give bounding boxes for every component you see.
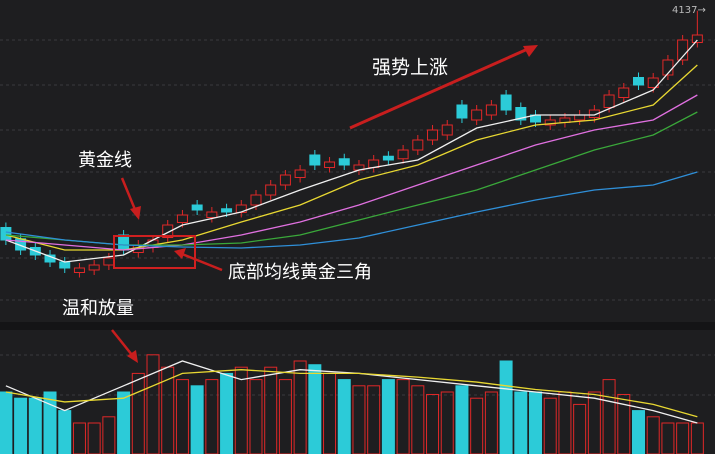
volume-bar <box>529 391 543 454</box>
volume-bar <box>587 391 601 454</box>
volume-bar <box>676 422 690 454</box>
candle-body <box>382 155 394 161</box>
annotation: 强势上涨 <box>372 57 448 79</box>
annotation: 温和放量 <box>62 298 134 319</box>
candle-body <box>618 87 630 98</box>
volume-bar <box>0 391 13 454</box>
volume-bar <box>205 379 219 454</box>
candle-body <box>221 208 233 213</box>
volume-bar <box>543 397 557 454</box>
candle-body <box>338 158 350 166</box>
volume-bar <box>631 410 645 454</box>
volume-bar <box>72 422 86 454</box>
volume-bar <box>264 366 278 454</box>
candle-body <box>412 139 424 151</box>
volume-bar <box>28 397 42 454</box>
annotation: 黄金线 <box>78 150 132 171</box>
volume-bar <box>249 379 263 454</box>
candle-body <box>456 104 468 119</box>
volume-bar <box>514 391 528 454</box>
candle-body <box>162 224 174 238</box>
annotation: 底部均线黄金三角 <box>228 262 372 283</box>
volume-bar <box>14 397 28 454</box>
candle-body <box>309 154 321 166</box>
candle-body <box>176 214 188 223</box>
volume-bar <box>440 391 454 454</box>
candle-body <box>191 204 203 211</box>
arrow-head <box>174 248 186 259</box>
volume-bar <box>58 410 72 454</box>
ma-line <box>5 171 698 249</box>
highlight-box <box>113 235 196 269</box>
plot <box>0 10 704 454</box>
candle-body <box>324 161 336 168</box>
candle-body <box>603 94 615 108</box>
ma-line <box>5 369 698 418</box>
candle-body <box>677 39 689 61</box>
arrow-head <box>127 350 138 363</box>
volume-bar <box>499 360 513 454</box>
candle-body <box>588 109 600 118</box>
volume-bar <box>234 366 248 454</box>
candle-body <box>544 119 556 126</box>
candle-body <box>0 227 12 241</box>
candle-body <box>59 261 71 269</box>
annotation-shapes <box>111 45 538 363</box>
volume-arrow <box>111 329 133 356</box>
trend-arrow <box>349 46 531 130</box>
candle-body <box>632 77 644 86</box>
candle-body <box>471 109 483 121</box>
volume-bar <box>617 393 631 454</box>
volume-bar <box>175 379 189 454</box>
triangle-arrow <box>181 252 223 272</box>
candle-body <box>118 234 130 251</box>
candle-body <box>500 94 512 111</box>
volume-bar <box>117 391 131 454</box>
candle-body <box>279 174 291 186</box>
arrow-head <box>523 45 538 57</box>
candle-body <box>691 34 703 43</box>
high-label: 4137→ <box>672 5 706 16</box>
volume-bar <box>396 379 410 454</box>
volume-bar <box>190 385 204 454</box>
candle-body <box>515 107 527 121</box>
golden-line-arrow <box>120 177 138 213</box>
candle-body <box>88 264 100 271</box>
volume-bar <box>278 379 292 454</box>
candle-body <box>294 169 306 178</box>
volume-bar <box>381 379 395 454</box>
candle-body <box>206 211 218 218</box>
volume-bar <box>470 397 484 454</box>
volume-bar <box>87 422 101 454</box>
candle-body <box>397 149 409 160</box>
candle-body <box>441 124 453 136</box>
volume-bar <box>43 391 57 454</box>
volume-bar <box>484 391 498 454</box>
candle-body <box>265 184 277 196</box>
volume-bar <box>220 372 234 454</box>
candle-body <box>427 129 439 141</box>
ma-line <box>5 94 698 251</box>
volume-bar <box>602 379 616 454</box>
volume-bar <box>426 393 440 454</box>
candle-body <box>73 267 85 273</box>
panel-separator <box>0 322 715 330</box>
volume-bar <box>661 422 675 454</box>
candle-body <box>250 194 262 206</box>
candle-body <box>647 77 659 88</box>
ma-line <box>5 39 698 263</box>
candle-body <box>574 114 586 121</box>
candle-body <box>103 257 115 266</box>
volume-bar <box>455 385 469 454</box>
volume-bar <box>293 360 307 454</box>
volume-bar <box>337 379 351 454</box>
candle-body <box>485 104 497 116</box>
arrow-head <box>130 206 141 220</box>
volume-bar <box>308 364 322 454</box>
